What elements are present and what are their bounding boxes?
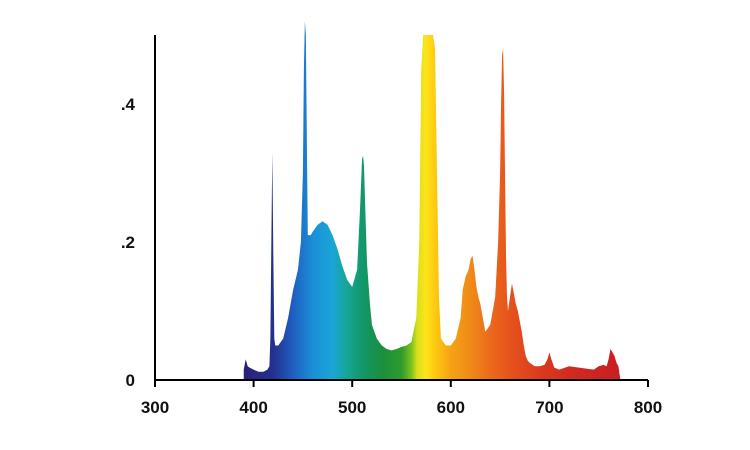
spectrum-area bbox=[243, 21, 621, 380]
x-tick-label: 800 bbox=[634, 398, 662, 417]
x-tick-labels: 300 400 500 600 700 800 bbox=[141, 380, 662, 417]
plot-area bbox=[243, 21, 621, 380]
x-tick-label: 300 bbox=[141, 398, 169, 417]
x-tick-label: 400 bbox=[239, 398, 267, 417]
y-tick-label: 0 bbox=[126, 371, 135, 390]
x-tick-label: 600 bbox=[437, 398, 465, 417]
y-tick-label: .2 bbox=[121, 233, 135, 252]
x-tick-label: 700 bbox=[535, 398, 563, 417]
y-tick-labels: 0 .2 .4 bbox=[121, 95, 136, 390]
y-tick-label: .4 bbox=[121, 95, 136, 114]
axes bbox=[154, 35, 648, 381]
x-tick-label: 500 bbox=[338, 398, 366, 417]
